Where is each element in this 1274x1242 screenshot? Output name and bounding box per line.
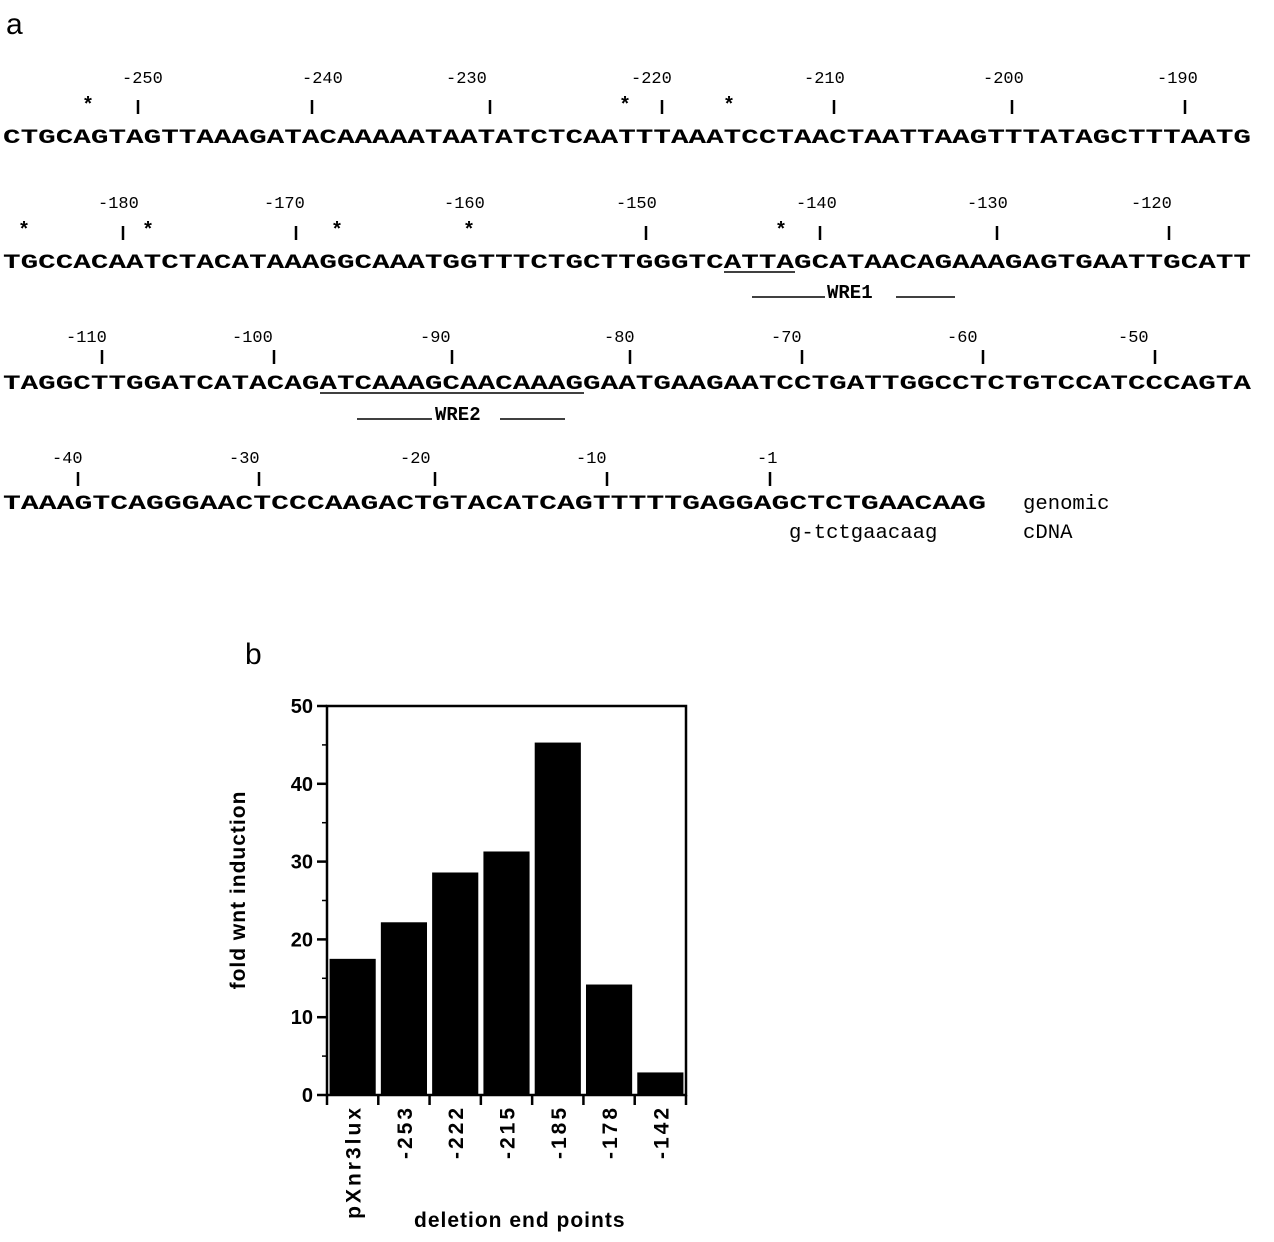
star-mark: * — [619, 95, 631, 118]
position-marker: -140 — [796, 195, 837, 214]
cdna-sequence: g-tctgaacaag — [789, 522, 937, 545]
dna-sequence: TGCCACAATCTACATAAAGGCAAATGGTTTCTGCTTGGGT… — [3, 252, 1251, 275]
dna-sequence: CTGCAGTAGTTAAAGATACAAAAATAATATCTCAATTTAA… — [3, 127, 1251, 150]
sequence-row-4: -40 -30 -20 -10 -1 TAAAGTCAGGGAACTCCCAAG… — [3, 450, 1110, 545]
position-marker: -120 — [1131, 195, 1172, 214]
position-marker: -40 — [52, 450, 83, 469]
x-tick-label: -215 — [497, 1105, 520, 1159]
position-marker: -230 — [446, 70, 487, 89]
position-marker: -150 — [616, 195, 657, 214]
position-marker: -200 — [983, 70, 1024, 89]
y-tick-label: 50 — [291, 696, 313, 718]
star-mark: * — [723, 95, 735, 118]
position-marker: -90 — [420, 329, 451, 348]
position-marker: -20 — [400, 450, 431, 469]
x-tick-label: -222 — [445, 1105, 468, 1159]
bar — [483, 851, 530, 1095]
tick-marks — [136, 100, 1187, 114]
y-axis-label: fold wnt induction — [227, 791, 250, 990]
x-tick-label: -178 — [599, 1105, 622, 1159]
bar-chart: b 0 10 20 30 40 50 pXnr3lux -253 -222 -215 -185 -17… — [227, 638, 688, 1232]
position-marker: -100 — [232, 329, 273, 348]
star-mark: * — [18, 220, 30, 243]
y-tick-label: 0 — [302, 1085, 313, 1107]
genomic-label: genomic — [1023, 493, 1110, 516]
star-mark: * — [82, 95, 94, 118]
bar — [432, 872, 479, 1095]
position-marker: -80 — [604, 329, 635, 348]
x-tick-label: pXnr3lux — [343, 1105, 366, 1219]
sequence-panel: a -250 -240 -230 -220 -210 -200 -190 * *… — [3, 8, 1252, 545]
bar — [329, 958, 376, 1095]
tick-marks — [121, 226, 1171, 240]
star-mark: * — [775, 220, 787, 243]
y-tick-label: 40 — [291, 774, 313, 796]
position-marker: -70 — [771, 329, 802, 348]
sequence-row-3: -110 -100 -90 -80 -70 -60 -50 TAGGCTTGGA… — [3, 329, 1252, 426]
panel-a-label: a — [6, 8, 23, 41]
bar — [585, 984, 633, 1095]
star-mark: * — [331, 220, 343, 243]
position-marker: -250 — [122, 70, 163, 89]
position-marker: -50 — [1118, 329, 1149, 348]
x-tick-label: -253 — [394, 1105, 417, 1159]
y-tick-label: 20 — [291, 929, 313, 951]
position-marker: -170 — [264, 195, 305, 214]
tick-marks — [100, 350, 1157, 364]
x-tick-label: -142 — [650, 1105, 673, 1159]
position-marker: -30 — [229, 450, 260, 469]
position-marker: -130 — [967, 195, 1008, 214]
wre2-label: WRE2 — [435, 404, 481, 426]
position-marker: -240 — [302, 70, 343, 89]
y-tick-label: 30 — [291, 852, 313, 874]
sequence-row-1: -250 -240 -230 -220 -210 -200 -190 * * *… — [3, 70, 1251, 150]
sequence-row-2: -180 -170 -160 -150 -140 -130 -120 * * *… — [3, 195, 1251, 304]
position-marker: -1 — [757, 450, 777, 469]
position-marker: -210 — [804, 70, 845, 89]
position-marker: -220 — [631, 70, 672, 89]
cdna-label: cDNA — [1023, 522, 1073, 545]
y-tick-label: 10 — [291, 1007, 313, 1029]
panel-b-label: b — [245, 638, 262, 671]
dna-sequence: TAAAGTCAGGGAACTCCCAAGACTGTACATCAGTTTTTGA… — [3, 493, 986, 516]
position-marker: -60 — [947, 329, 978, 348]
bar — [380, 922, 428, 1095]
bar — [534, 742, 581, 1095]
bar — [637, 1072, 684, 1095]
wre1-label: WRE1 — [827, 282, 873, 304]
star-mark: * — [142, 220, 154, 243]
tick-marks — [76, 472, 772, 486]
x-axis-label: deletion end points — [414, 1209, 626, 1232]
plot-area: 0 10 20 30 40 50 pXnr3lux -253 -222 -215 -185 -178 -… — [291, 696, 688, 1219]
position-marker: -10 — [576, 450, 607, 469]
position-marker: -190 — [1157, 70, 1198, 89]
position-marker: -180 — [98, 195, 139, 214]
dna-sequence: TAGGCTTGGATCATACAGATCAAAGCAACAAAGGAATGAA… — [3, 373, 1252, 396]
position-marker: -160 — [444, 195, 485, 214]
star-mark: * — [463, 220, 475, 243]
x-tick-label: -185 — [548, 1105, 571, 1159]
position-marker: -110 — [66, 329, 107, 348]
